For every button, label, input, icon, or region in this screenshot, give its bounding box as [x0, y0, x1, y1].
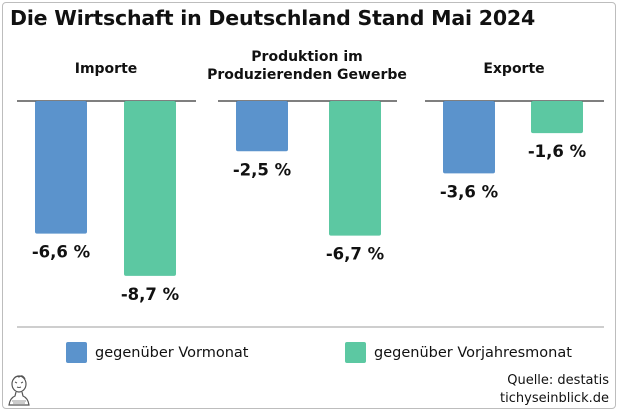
- source-line: Quelle: destatis: [507, 373, 609, 388]
- bust-portrait-icon: [8, 375, 30, 406]
- data-label: -2,5 %: [233, 160, 292, 179]
- category-label: Exporte: [483, 61, 544, 77]
- data-label: -3,6 %: [440, 182, 499, 201]
- category-label: Importe: [75, 61, 138, 77]
- bar: [531, 101, 583, 134]
- category-label: Produktion im: [251, 49, 362, 65]
- bar: [35, 101, 87, 234]
- legend-label-vormonat: gegenüber Vormonat: [95, 344, 249, 361]
- data-label: -1,6 %: [528, 142, 587, 161]
- bar: [329, 101, 381, 236]
- category-label: Produzierenden Gewerbe: [207, 67, 407, 83]
- chart-title: Die Wirtschaft in Deutschland Stand Mai …: [10, 6, 536, 30]
- chart-frame: [2, 2, 616, 409]
- data-label: -6,7 %: [326, 245, 385, 264]
- legend-item-vorjahresmonat: gegenüber Vorjahresmonat: [345, 342, 572, 363]
- data-label: -8,7 %: [121, 285, 180, 304]
- bar: [124, 101, 176, 276]
- source-note: Quelle: destatis tichyseinblick.de: [500, 372, 609, 408]
- bar: [236, 101, 288, 152]
- bar: [443, 101, 495, 174]
- legend-swatch-vormonat: [66, 342, 87, 363]
- data-label: -6,6 %: [32, 243, 91, 262]
- legend-item-vormonat: gegenüber Vormonat: [66, 342, 248, 363]
- website-line: tichyseinblick.de: [500, 391, 609, 406]
- legend-label-vorjahresmonat: gegenüber Vorjahresmonat: [374, 344, 572, 361]
- legend-swatch-vorjahresmonat: [345, 342, 366, 363]
